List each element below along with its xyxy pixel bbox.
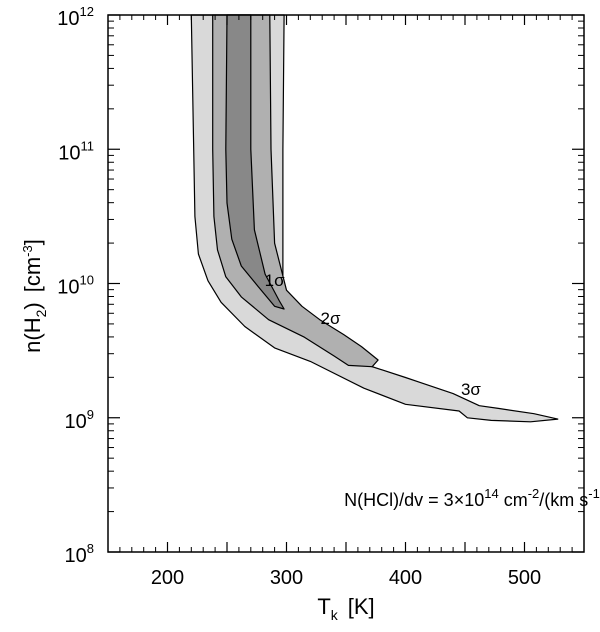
x-tick-label: 400	[389, 567, 422, 589]
y-tick-label: 108	[65, 541, 94, 567]
y-tick-label: 1012	[57, 4, 94, 30]
contour-region-3	[225, 14, 285, 310]
tick-layer: 200 300 400 500 108 109 1010 1011 1012	[57, 4, 584, 589]
y-axis-title: n(H2)[cm-3]	[20, 239, 49, 353]
x-tick-label: 300	[270, 567, 303, 589]
contour-label-1: 3σ	[461, 380, 481, 399]
contour-layer	[190, 14, 559, 423]
y-tick-label: 109	[65, 407, 94, 433]
x-tick-label: 200	[151, 567, 184, 589]
contour-label-3: 1σ	[265, 271, 285, 290]
x-axis-title: Tk [K]	[317, 594, 374, 623]
contour-label-layer: 3σ 2σ 1σ	[265, 271, 482, 399]
x-tick-label: 500	[508, 567, 541, 589]
annotation-text: N(HCl)/dv = 3×1014 cm-2/(km s-1)	[344, 486, 600, 510]
plot-frame	[107, 14, 585, 553]
y-tick-label: 1010	[57, 273, 94, 299]
y-tick-label: 1011	[58, 138, 94, 164]
contour-label-2: 2σ	[321, 309, 341, 328]
